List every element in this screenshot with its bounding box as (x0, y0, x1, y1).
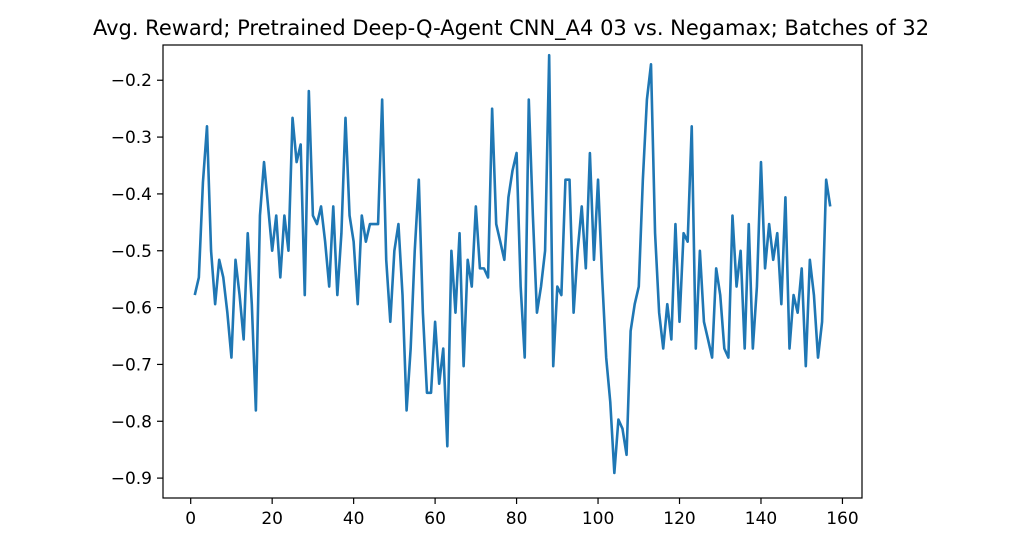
chart-title: Avg. Reward; Pretrained Deep-Q-Agent CNN… (93, 16, 929, 41)
y-tick-label: −0.3 (111, 128, 152, 148)
x-tick-label: 100 (582, 509, 614, 529)
y-tick-label: −0.7 (111, 355, 152, 375)
x-axis: 0 20 40 60 80 100 120 140 160 (185, 498, 859, 529)
y-axis: −0.9 −0.8 −0.7 −0.6 −0.5 −0.4 −0.3 −0.2 (111, 71, 163, 489)
x-tick-label: 120 (663, 509, 695, 529)
series-line (193, 53, 832, 475)
y-tick-label: −0.5 (111, 242, 152, 262)
x-tick-label: 160 (826, 509, 858, 529)
x-tick-label: 60 (424, 509, 446, 529)
y-tick-label: −0.4 (111, 185, 152, 205)
x-tick-label: 20 (261, 509, 283, 529)
y-tick-label: −0.9 (111, 469, 152, 489)
y-tick-label: −0.8 (111, 412, 152, 432)
x-tick-label: 40 (343, 509, 365, 529)
x-tick-label: 140 (745, 509, 777, 529)
x-tick-label: 0 (185, 509, 196, 529)
y-tick-label: −0.6 (111, 299, 152, 319)
x-tick-label: 80 (506, 509, 528, 529)
plot-area-frame (162, 44, 863, 499)
y-tick-label: −0.2 (111, 71, 152, 91)
